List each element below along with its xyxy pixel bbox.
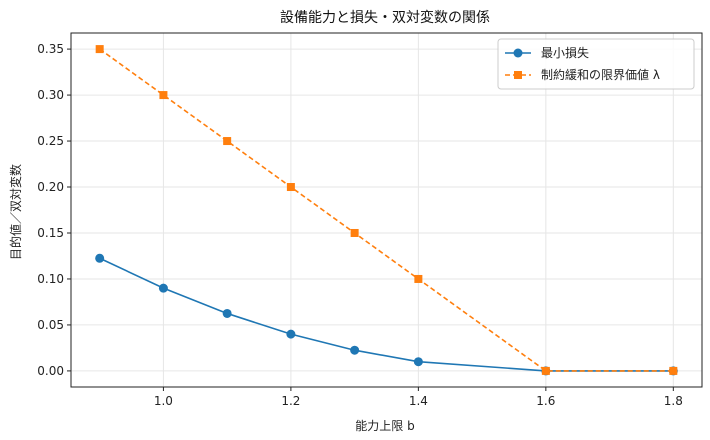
series-line <box>99 48 674 372</box>
legend-label-loss: 最小損失 <box>541 45 589 60</box>
legend-label-lambda: 制約緩和の限界価値 λ <box>541 67 660 82</box>
series-line <box>99 257 674 372</box>
y-tick-label: 0.15 <box>37 226 64 240</box>
data-point <box>350 345 360 355</box>
x-tick-label: 1.8 <box>664 394 683 408</box>
data-point <box>669 366 678 375</box>
y-tick-label: 0.10 <box>37 272 64 286</box>
x-tick-label: 1.6 <box>536 394 555 408</box>
data-point <box>158 283 168 293</box>
y-tick-label: 0.25 <box>37 134 64 148</box>
series-layer <box>95 45 678 376</box>
data-point <box>286 329 296 339</box>
chart-title: 設備能力と損失・双対変数の関係 <box>280 9 490 26</box>
x-tick-label: 1.2 <box>281 394 300 408</box>
data-point <box>95 45 104 54</box>
data-point <box>159 91 168 100</box>
series-1 <box>95 45 678 375</box>
x-tick-label: 1.0 <box>154 394 173 408</box>
x-axis-label: 能力上限 b <box>355 419 414 433</box>
y-tick-label: 0.35 <box>37 42 64 56</box>
x-axis: 1.0 1.2 1.4 1.6 1.8 <box>154 387 683 408</box>
data-point <box>541 366 550 375</box>
y-axis: 0.00 0.05 0.10 0.15 0.20 0.25 0.30 0.35 <box>37 42 71 378</box>
y-tick-label: 0.20 <box>37 180 64 194</box>
y-tick-label: 0.00 <box>37 364 64 378</box>
series-0 <box>95 253 678 376</box>
y-tick-label: 0.05 <box>37 318 64 332</box>
plot-area <box>70 32 703 388</box>
data-point <box>413 357 423 367</box>
legend-box <box>497 38 695 90</box>
legend-marker-lambda <box>514 71 522 79</box>
data-point <box>286 183 295 192</box>
y-axis-label: 目的値／双対変数 <box>8 164 23 260</box>
x-tick-label: 1.4 <box>409 394 428 408</box>
data-point <box>350 228 359 237</box>
legend-marker-loss <box>513 48 523 58</box>
y-tick-label: 0.30 <box>37 88 64 102</box>
data-point <box>223 137 232 146</box>
legend: 最小損失 制約緩和の限界価値 λ <box>497 38 695 90</box>
data-point <box>414 274 423 283</box>
data-point <box>95 253 105 263</box>
data-point <box>222 308 232 318</box>
